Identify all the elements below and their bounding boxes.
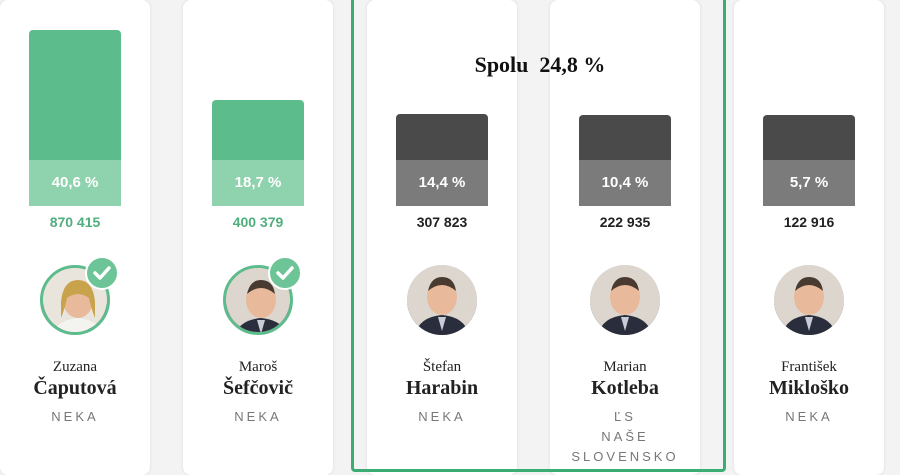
candidate-first-name: Zuzana [52, 359, 98, 375]
vote-count: 307 823 [416, 214, 468, 230]
candidate-last-name: Šefčovič [223, 377, 293, 399]
candidate-card-4 [550, 0, 700, 475]
candidate-first-name: František [781, 359, 837, 375]
candidate-first-name: Štefan [422, 359, 462, 375]
candidate-card-5 [734, 0, 884, 475]
candidate-party: NEKA [785, 409, 833, 424]
bar-4 [579, 115, 671, 160]
bar-value-label: 14,4 % [396, 160, 488, 206]
candidate-photo [590, 265, 660, 335]
candidate-party: NEKA [418, 409, 466, 424]
candidate-last-name: Mikloško [768, 377, 850, 399]
bar-2 [212, 100, 304, 160]
candidate-first-name: Maroš [238, 359, 278, 375]
candidate-last-name: Harabin [405, 377, 479, 399]
candidate-last-name: Čaputová [33, 377, 117, 399]
candidate-first-name: Marian [603, 359, 647, 375]
candidate-last-name: Kotleba [591, 377, 659, 399]
candidate-photo [774, 265, 844, 335]
candidate-card-3 [367, 0, 517, 475]
candidate-card-2 [183, 0, 333, 475]
vote-count: 400 379 [232, 214, 284, 230]
checkmark-icon [268, 256, 302, 290]
bar-value-label: 40,6 % [29, 160, 121, 206]
vote-count: 122 916 [783, 214, 835, 230]
bar-3 [396, 114, 488, 160]
coalition-total-label: Spolu 24,8 % [474, 52, 606, 77]
coalition-group-frame [351, 0, 726, 472]
bar-value-label: 5,7 % [763, 160, 855, 206]
vote-count: 222 935 [599, 214, 651, 230]
candidate-party: NEKA [234, 409, 282, 424]
checkmark-icon [85, 256, 119, 290]
candidate-photo [407, 265, 477, 335]
bar-value-label: 10,4 % [579, 160, 671, 206]
candidate-party: ĽS NAŠE SLOVENSKO [571, 409, 679, 464]
candidate-party: NEKA [51, 409, 99, 424]
bar-1 [29, 30, 121, 160]
bar-5 [763, 115, 855, 160]
vote-count: 870 415 [49, 214, 101, 230]
bar-value-label: 18,7 % [212, 160, 304, 206]
